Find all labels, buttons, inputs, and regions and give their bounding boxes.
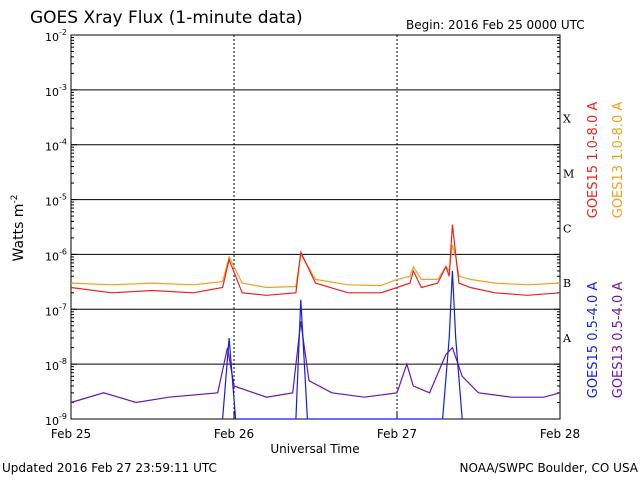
y-tick-label: 10-4 xyxy=(45,138,67,154)
y-tick-base: 10 xyxy=(45,360,59,373)
x-tick-label: Feb 28 xyxy=(540,427,580,441)
y-tick-exp: -7 xyxy=(59,302,67,311)
y-tick-exp: -6 xyxy=(59,247,67,256)
legend: GOES15 1.0-8.0 A GOES13 1.0-8.0 A GOES15 0… xyxy=(586,102,626,399)
y-tick-base: 10 xyxy=(45,250,59,263)
y-axis-label-base: Watts m xyxy=(11,204,27,262)
y-tick-exp: -3 xyxy=(59,83,67,92)
legend-entry: GOES15 1.0-8.0 A xyxy=(586,102,601,219)
legend-entry: GOES13 1.0-8.0 A xyxy=(611,102,626,219)
svg-text:Watts m-2: Watts m-2 xyxy=(10,195,27,262)
y-tick-label: 10-8 xyxy=(45,357,67,373)
y-tick-base: 10 xyxy=(45,86,59,99)
series-line xyxy=(70,224,561,296)
updated-text: Updated 2016 Feb 27 23:59:11 UTC xyxy=(2,461,217,475)
flare-class-label: X xyxy=(563,113,571,126)
chart-title: GOES Xray Flux (1-minute data) xyxy=(30,8,303,28)
y-tick-exp: -9 xyxy=(59,412,67,421)
y-tick-base: 10 xyxy=(45,141,59,154)
y-tick-exp: -8 xyxy=(59,357,67,366)
series-line xyxy=(70,321,561,404)
credit-text: NOAA/SWPC Boulder, CO USA xyxy=(460,461,639,475)
flare-class-label: A xyxy=(562,332,572,345)
flare-class-label: M xyxy=(563,167,574,180)
x-axis-ticks: Feb 25 Feb 26 Feb 27 Feb 28 xyxy=(51,413,580,441)
series-line xyxy=(70,244,561,289)
begin-label: Begin: 2016 Feb 25 0000 UTC xyxy=(406,18,585,32)
y-tick-base: 10 xyxy=(45,31,59,44)
y-tick-label: 10-5 xyxy=(45,193,67,209)
y-axis-label: Watts m-2 xyxy=(10,195,27,262)
series-lines xyxy=(70,224,561,420)
y-tick-exp: -2 xyxy=(59,28,67,37)
y-tick-label: 10-9 xyxy=(45,412,67,428)
flare-class-label: B xyxy=(563,277,571,290)
y-tick-base: 10 xyxy=(45,305,59,318)
y-tick-base: 10 xyxy=(45,196,59,209)
y-tick-base: 10 xyxy=(45,415,59,428)
x-tick-label: Feb 25 xyxy=(51,427,91,441)
y-tick-exp: -5 xyxy=(59,193,67,202)
y-axis-label-exp: -2 xyxy=(10,195,20,204)
legend-entry: GOES15 0.5-4.0 A xyxy=(586,282,601,399)
flare-class-labels: X M C B A xyxy=(562,113,574,345)
series-line xyxy=(222,270,463,420)
x-tick-label: Feb 26 xyxy=(214,427,254,441)
y-tick-label: 10-6 xyxy=(45,247,67,263)
flare-class-label: C xyxy=(563,222,571,235)
y-tick-label: 10-7 xyxy=(45,302,67,318)
y-axis-ticks: 10-210-310-410-510-610-710-810-9 xyxy=(45,28,560,428)
y-tick-label: 10-3 xyxy=(45,83,67,99)
grid-lines xyxy=(71,35,560,419)
y-tick-exp: -4 xyxy=(59,138,67,147)
x-tick-label: Feb 27 xyxy=(377,427,417,441)
plot-frame xyxy=(70,34,561,420)
y-tick-label: 10-2 xyxy=(45,28,67,44)
x-axis-label: Universal Time xyxy=(270,442,359,456)
legend-entry: GOES13 0.5-4.0 A xyxy=(611,282,626,399)
